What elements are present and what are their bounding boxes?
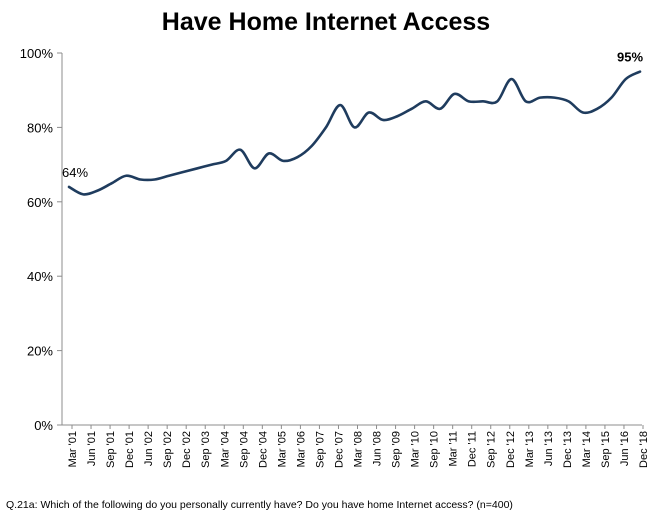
chart-title: Have Home Internet Access [161, 8, 491, 36]
x-tick-label: Dec '07 [333, 431, 345, 468]
x-tick-label: Sep '10 [429, 431, 441, 468]
x-tick-label: Mar '01 [67, 431, 79, 467]
x-tick-label: Jun '16 [619, 431, 631, 466]
x-tick-label: Dec '04 [257, 431, 269, 468]
x-tick-label: Sep '01 [105, 431, 117, 468]
x-tick-label: Dec '02 [181, 431, 193, 468]
x-tick-label: Sep '09 [391, 431, 403, 468]
x-tick-label: Dec '11 [467, 431, 479, 467]
x-tick-label: Dec '01 [124, 431, 136, 468]
x-tick-label: Dec '18 [638, 431, 650, 468]
x-tick-label: Dec '12 [505, 431, 517, 468]
y-tick-label: 40% [27, 269, 53, 284]
footnote: Q.21a: Which of the following do you per… [6, 499, 513, 511]
x-tick-label: Sep '04 [238, 431, 250, 468]
x-tick-label: Mar '04 [219, 431, 231, 467]
data-label: 95% [617, 50, 643, 65]
x-tick-label: Jun '02 [143, 431, 155, 466]
x-tick-label: Sep '07 [314, 431, 326, 468]
data-label: 64% [62, 165, 88, 180]
x-tick-label: Mar '13 [524, 431, 536, 467]
x-tick-label: Jun '08 [372, 431, 384, 466]
series-group [67, 70, 642, 196]
x-tick-label: Mar '08 [353, 431, 365, 467]
data-labels: 64% 95% [62, 50, 643, 180]
x-tick-label: Jun '13 [543, 431, 555, 466]
x-tick-label: Sep '02 [162, 431, 174, 468]
x-tick-label: Sep '12 [486, 431, 498, 468]
x-tick-label: Jun '01 [86, 431, 98, 466]
x-tick-label: Sep '03 [200, 431, 212, 468]
x-axis-ticks: Mar '01 Jun '01 Sep '01 Dec '01 Jun '02 Sep '… [67, 425, 650, 468]
x-tick-label: Mar '10 [410, 431, 422, 467]
series-line [67, 70, 642, 196]
y-tick-label: 0% [34, 418, 53, 433]
y-tick-label: 20% [27, 344, 53, 359]
x-tick-label: Sep '15 [600, 431, 612, 468]
y-axis-ticks: 0% 20% 40% 60% 80% 100% [20, 46, 62, 433]
y-tick-label: 80% [27, 120, 53, 135]
y-tick-label: 60% [27, 195, 53, 210]
x-tick-label: Mar '11 [448, 431, 460, 467]
x-tick-label: Mar '05 [276, 431, 288, 467]
x-tick-label: Dec '13 [562, 431, 574, 468]
x-tick-label: Mar '06 [295, 431, 307, 467]
chart-axes [61, 53, 642, 426]
y-tick-label: 100% [20, 46, 54, 61]
x-tick-label: Mar '14 [581, 431, 593, 467]
